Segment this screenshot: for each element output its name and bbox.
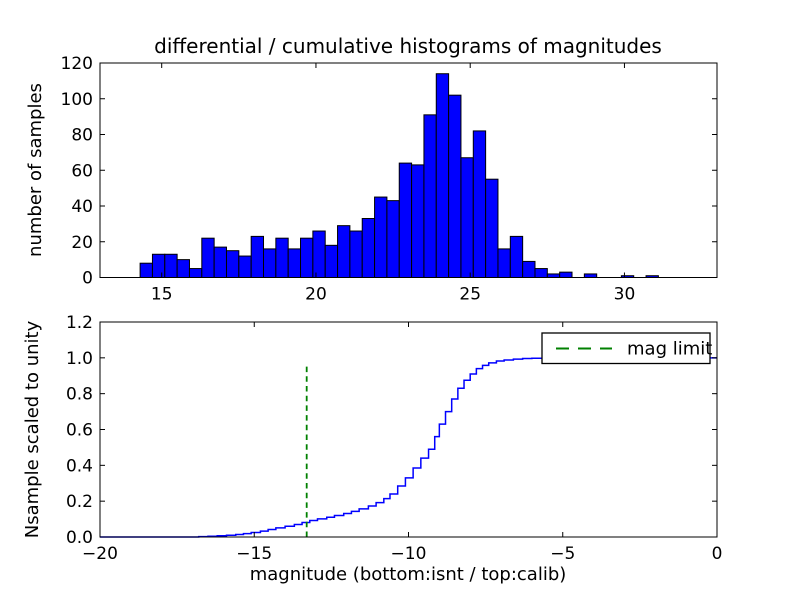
x-tick-label: 15 [151,285,173,305]
histogram-bar [238,255,252,278]
legend: mag limit [541,332,712,365]
histogram-bars [139,73,659,279]
y-tick-label: 120 [61,54,93,74]
histogram-bar [448,94,462,278]
histogram-bar [164,253,178,278]
histogram-bar [213,246,227,278]
y-tick-label: 0 [82,269,93,289]
x-tick-label: −5 [550,544,575,564]
histogram-bar [522,260,536,279]
y-tick-label: 0.4 [66,456,93,476]
histogram-bar [361,218,376,278]
y-tick-label: 1.2 [66,313,93,333]
histogram-bar [300,237,314,278]
histogram-bar [472,130,487,278]
x-tick-label: 0 [712,544,723,564]
histogram-bar [337,225,351,279]
bottom-cumulative-plot: −20 −15 −10 −5 0 0.0 0.2 0.4 0.6 0.8 1.0 1.2 mag li… [22,313,722,585]
x-tick-label: 30 [614,285,636,305]
histogram-bar [374,196,388,278]
y-tick-label: 1.0 [66,349,93,369]
y-tick-label: 0.2 [66,492,93,512]
histogram-bar [287,248,302,278]
y-tick-label: 0.0 [66,528,93,548]
histogram-bar [559,271,573,279]
histogram-bar [201,237,215,278]
top-y-axis-label: number of samples [25,83,46,257]
bottom-x-axis-label: magnitude (bottom:isnt / top:calib) [250,564,567,585]
cumulative-curve [100,357,717,538]
histogram-bar [324,244,339,279]
y-tick-label: 0.6 [66,421,93,441]
histogram-bar [139,262,153,279]
y-tick-label: 100 [61,90,93,110]
histogram-bar [509,235,524,278]
histogram-bar [534,268,548,278]
histogram-bar [275,237,289,278]
y-tick-label: 40 [71,197,93,217]
histogram-bar [411,164,425,278]
x-tick-label: −10 [391,544,427,564]
histogram-bar [225,250,240,279]
histogram-bar [386,200,400,278]
histogram-bar [188,268,203,278]
histogram-bar [485,178,499,278]
top-axes-ticks: 15 20 25 30 0 20 40 60 80 100 120 [61,54,717,305]
histogram-bar [151,253,166,278]
histogram-bar [250,235,265,278]
x-tick-label: −15 [236,544,272,564]
histogram-bar [176,259,190,279]
histogram-bar [497,248,511,278]
histogram-bar [349,230,363,278]
histogram-bar [583,273,598,278]
histogram-bar [398,162,413,279]
x-tick-label: 20 [305,285,327,305]
y-tick-label: 60 [71,161,93,181]
top-histogram-plot: 15 20 25 30 0 20 40 60 80 100 120 differential / c… [25,34,718,305]
histogram-bar [460,157,474,279]
bottom-axes-ticks: −20 −15 −10 −5 0 0.0 0.2 0.4 0.6 0.8 1.0 1.2 [66,313,722,564]
histogram-bar [546,273,561,278]
legend-label: mag limit [627,339,712,360]
bottom-y-axis-label: Nsample scaled to unity [22,320,43,538]
y-tick-label: 0.8 [66,385,93,405]
histogram-bar [423,114,437,278]
x-tick-label: 25 [459,285,481,305]
histogram-bar [435,73,450,278]
x-tick-label: −20 [82,544,118,564]
legend-box [541,332,711,365]
histogram-bar [263,248,277,278]
y-tick-label: 20 [71,233,93,253]
plot-title: differential / cumulative histograms of … [154,34,662,58]
y-tick-label: 80 [71,126,93,146]
histogram-bar [312,230,326,278]
